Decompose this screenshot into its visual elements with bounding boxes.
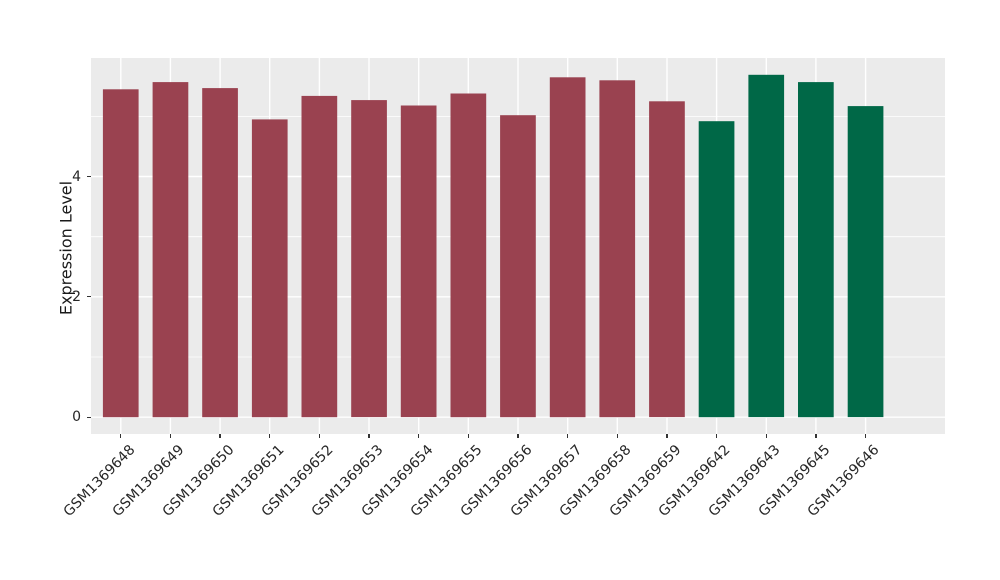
bar-GSM1369648 [102, 89, 139, 418]
y-axis-tick [87, 416, 91, 418]
bar-GSM1369651 [251, 119, 288, 418]
x-axis-tick [269, 434, 271, 438]
y-axis-tick-label: 0 [72, 409, 81, 426]
bar-GSM1369643 [748, 74, 785, 418]
x-axis-tick [567, 434, 569, 438]
x-axis-tick [219, 434, 221, 438]
x-axis-tick [715, 434, 718, 438]
bar-GSM1369655 [450, 93, 487, 418]
x-axis-tick [368, 434, 370, 438]
y-axis-tick [87, 175, 91, 178]
y-axis-tick [87, 296, 91, 298]
x-axis-tick [418, 434, 420, 438]
bar-GSM1369658 [599, 80, 636, 418]
x-axis-tick [318, 434, 321, 438]
bar-GSM1369646 [847, 106, 884, 418]
plot-panel [91, 58, 945, 434]
bar-GSM1369656 [500, 115, 536, 418]
x-axis-tick [666, 434, 668, 438]
bar-GSM1369659 [649, 101, 685, 418]
y-axis-tick-label: 2 [72, 288, 81, 305]
x-axis-tick [815, 434, 817, 438]
bar-GSM1369642 [698, 121, 735, 418]
y-axis-tick-label: 4 [72, 168, 81, 185]
x-axis-tick [467, 434, 469, 438]
bar-GSM1369649 [152, 82, 189, 418]
x-axis-tick [864, 434, 867, 438]
bar-GSM1369654 [400, 105, 437, 418]
x-axis-tick [169, 434, 172, 438]
x-axis-tick [120, 434, 122, 438]
bar-GSM1369650 [202, 88, 238, 418]
x-axis-tick [517, 434, 519, 438]
bar-GSM1369652 [301, 95, 338, 418]
x-axis-tick [765, 434, 767, 438]
bar-GSM1369645 [798, 82, 834, 418]
plot-svg [91, 58, 945, 434]
x-axis-tick [616, 434, 618, 438]
bar-GSM1369657 [549, 77, 586, 418]
bar-GSM1369653 [351, 100, 387, 418]
